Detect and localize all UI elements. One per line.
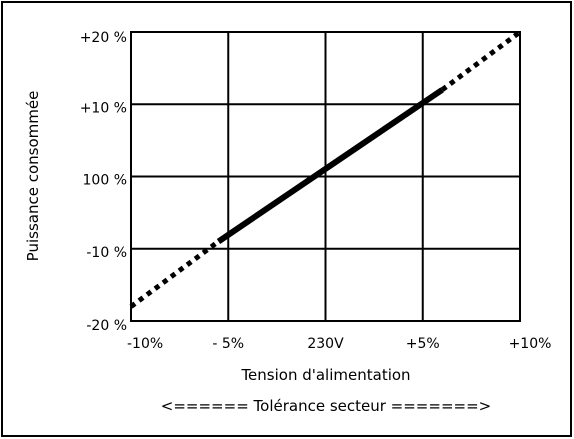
x-tick-labels: -10% - 5% 230V +5% +10%: [127, 336, 551, 352]
tolerance-footnote: <====== Tolérance secteur =======>: [161, 397, 491, 415]
solid-line-segment: [216, 87, 444, 244]
dotted-line-segment: [440, 29, 522, 92]
x-tick-label: - 5%: [212, 336, 244, 352]
y-tick-label: +20 %: [80, 30, 127, 46]
y-tick-label: -20 %: [86, 318, 127, 334]
y-tick-label: -10 %: [86, 245, 127, 261]
x-tick-label: +10%: [509, 336, 552, 352]
x-tick-label: 230V: [307, 336, 344, 352]
y-tick-label: 100 %: [83, 173, 127, 189]
x-tick-label: -10%: [127, 336, 163, 352]
x-tick-label: +5%: [406, 336, 440, 352]
y-axis-label: Puissance consommée: [24, 91, 42, 262]
x-axis-label: Tension d'alimentation: [240, 366, 410, 384]
y-tick-label: +10 %: [80, 100, 127, 116]
dotted-line-segment: [129, 239, 220, 309]
y-tick-labels: -20 % -10 % 100 % +10 % +20 %: [80, 30, 127, 334]
plot-area-border: [130, 31, 521, 322]
series-group: [129, 29, 522, 309]
